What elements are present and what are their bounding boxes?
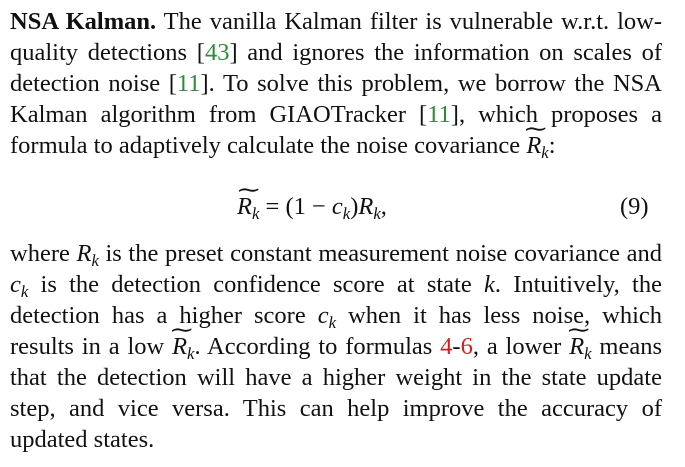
- text: ]. To solve this problem, we borrow the …: [10, 70, 662, 128]
- math-r-tilde: Rk: [172, 331, 194, 362]
- nsa-kalman-paragraph: NSA Kalman. The vanilla Kalman filter is…: [10, 6, 662, 161]
- math-k: k: [483, 271, 495, 298]
- math-r-tilde: Rk: [526, 130, 548, 161]
- citation-link-11[interactable]: 11: [427, 101, 451, 128]
- citation-link-43[interactable]: 43: [204, 39, 230, 66]
- text: The vanilla Kalman filter is vulnerable …: [10, 8, 662, 66]
- text: ], which proposes a formula to adaptivel…: [10, 101, 662, 159]
- math-r: R: [76, 240, 92, 267]
- equation-9: Rk = (1 − ck)Rk, (9): [0, 191, 685, 223]
- equation-body: Rk = (1 − ck)Rk,: [237, 191, 387, 222]
- section-heading: NSA Kalman.: [10, 8, 157, 35]
- text: :: [548, 132, 556, 159]
- math-r-tilde: Rk: [237, 191, 259, 222]
- citation-link-11[interactable]: 11: [176, 70, 201, 97]
- formula-link-4[interactable]: 4: [440, 333, 453, 360]
- math-r-tilde: Rk: [569, 331, 591, 362]
- math-c: c: [317, 302, 329, 329]
- equation-number: (9): [620, 193, 649, 220]
- math-c: c: [10, 271, 21, 298]
- formula-link-6[interactable]: 6: [460, 333, 473, 360]
- explanation-paragraph: where Rk is the preset constant measurem…: [10, 238, 662, 455]
- text: ] and ignores the information on scales …: [10, 39, 662, 97]
